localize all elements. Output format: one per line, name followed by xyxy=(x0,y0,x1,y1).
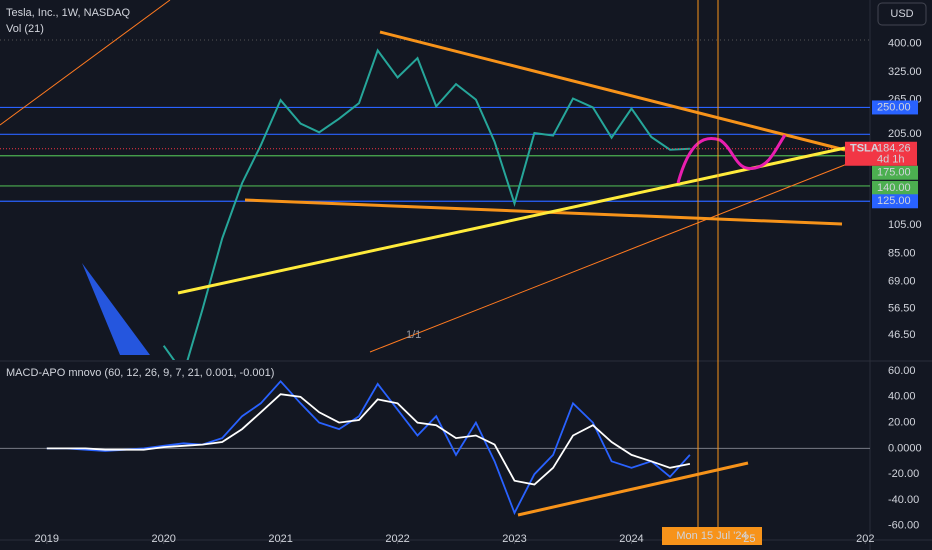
x-tick-label: 2021 xyxy=(268,533,292,545)
triangle xyxy=(82,263,150,355)
trend-line xyxy=(0,0,171,126)
price-tag-label: 125.00 xyxy=(877,195,911,207)
crosshair-tag xyxy=(662,527,762,545)
trend-line xyxy=(177,146,846,295)
y-tick-label: 20.00 xyxy=(888,417,916,429)
pane xyxy=(0,48,870,360)
price-tag xyxy=(872,165,918,180)
countdown: 4d 1h xyxy=(877,154,905,166)
y-tick-label: 85.00 xyxy=(888,247,916,259)
crosshair-label: Mon 15 Jul '24 xyxy=(676,530,747,542)
trend-line xyxy=(244,198,843,226)
price-tag-label: 175.00 xyxy=(877,167,911,179)
x-tick-label: 2020 xyxy=(151,533,175,545)
projection xyxy=(676,134,787,184)
trend-line xyxy=(379,30,846,152)
price-tag xyxy=(872,100,918,115)
y-tick-label: -20.00 xyxy=(888,468,919,480)
x-tick-label: 2022 xyxy=(385,533,409,545)
y-tick-label: 400.00 xyxy=(888,38,922,50)
series-line xyxy=(46,379,691,516)
series-line xyxy=(162,48,690,360)
price-tag xyxy=(872,180,918,195)
series-line xyxy=(46,393,691,486)
x-tick-label: 2024 xyxy=(619,533,643,545)
trend-line xyxy=(369,154,871,353)
drawings xyxy=(0,0,871,540)
indicator-title: MACD-APO mnovo (60, 12, 26, 9, 7, 21, 0.… xyxy=(6,367,274,379)
x-tick-label: 2019 xyxy=(35,533,59,545)
y-tick-label: 46.50 xyxy=(888,329,916,341)
last-price-label: 184.26 xyxy=(877,143,911,155)
x-tick-label: '25 xyxy=(741,533,755,545)
pane xyxy=(0,379,870,544)
currency-label[interactable]: USD xyxy=(890,8,913,20)
price-tag xyxy=(872,194,918,209)
x-tick-label: 202 xyxy=(856,533,874,545)
y-tick-label: 325.00 xyxy=(888,66,922,78)
y-tick-label: 0.0000 xyxy=(888,442,922,454)
y-tick-label: 56.50 xyxy=(888,303,916,315)
trend-line xyxy=(517,461,749,517)
annotation: 1/1 xyxy=(406,329,421,341)
price-tag-label: 250.00 xyxy=(877,101,911,113)
last-price-tag xyxy=(845,141,917,166)
series-name: TSLA xyxy=(850,143,879,155)
y-tick-label: -40.00 xyxy=(888,494,919,506)
y-tick-label: 69.00 xyxy=(888,276,916,288)
chart-title: Tesla, Inc., 1W, NASDAQ xyxy=(6,7,131,19)
x-tick-label: 2023 xyxy=(502,533,526,545)
y-tick-label: 60.00 xyxy=(888,365,916,377)
y-tick-label: 105.00 xyxy=(888,219,922,231)
y-tick-label: 205.00 xyxy=(888,128,922,140)
price-tag-label: 140.00 xyxy=(877,182,911,194)
currency-button[interactable] xyxy=(877,2,927,26)
y-tick-label: -60.00 xyxy=(888,520,919,532)
y-tick-label: 40.00 xyxy=(888,391,916,403)
indicator-label: Vol (21) xyxy=(6,23,44,35)
